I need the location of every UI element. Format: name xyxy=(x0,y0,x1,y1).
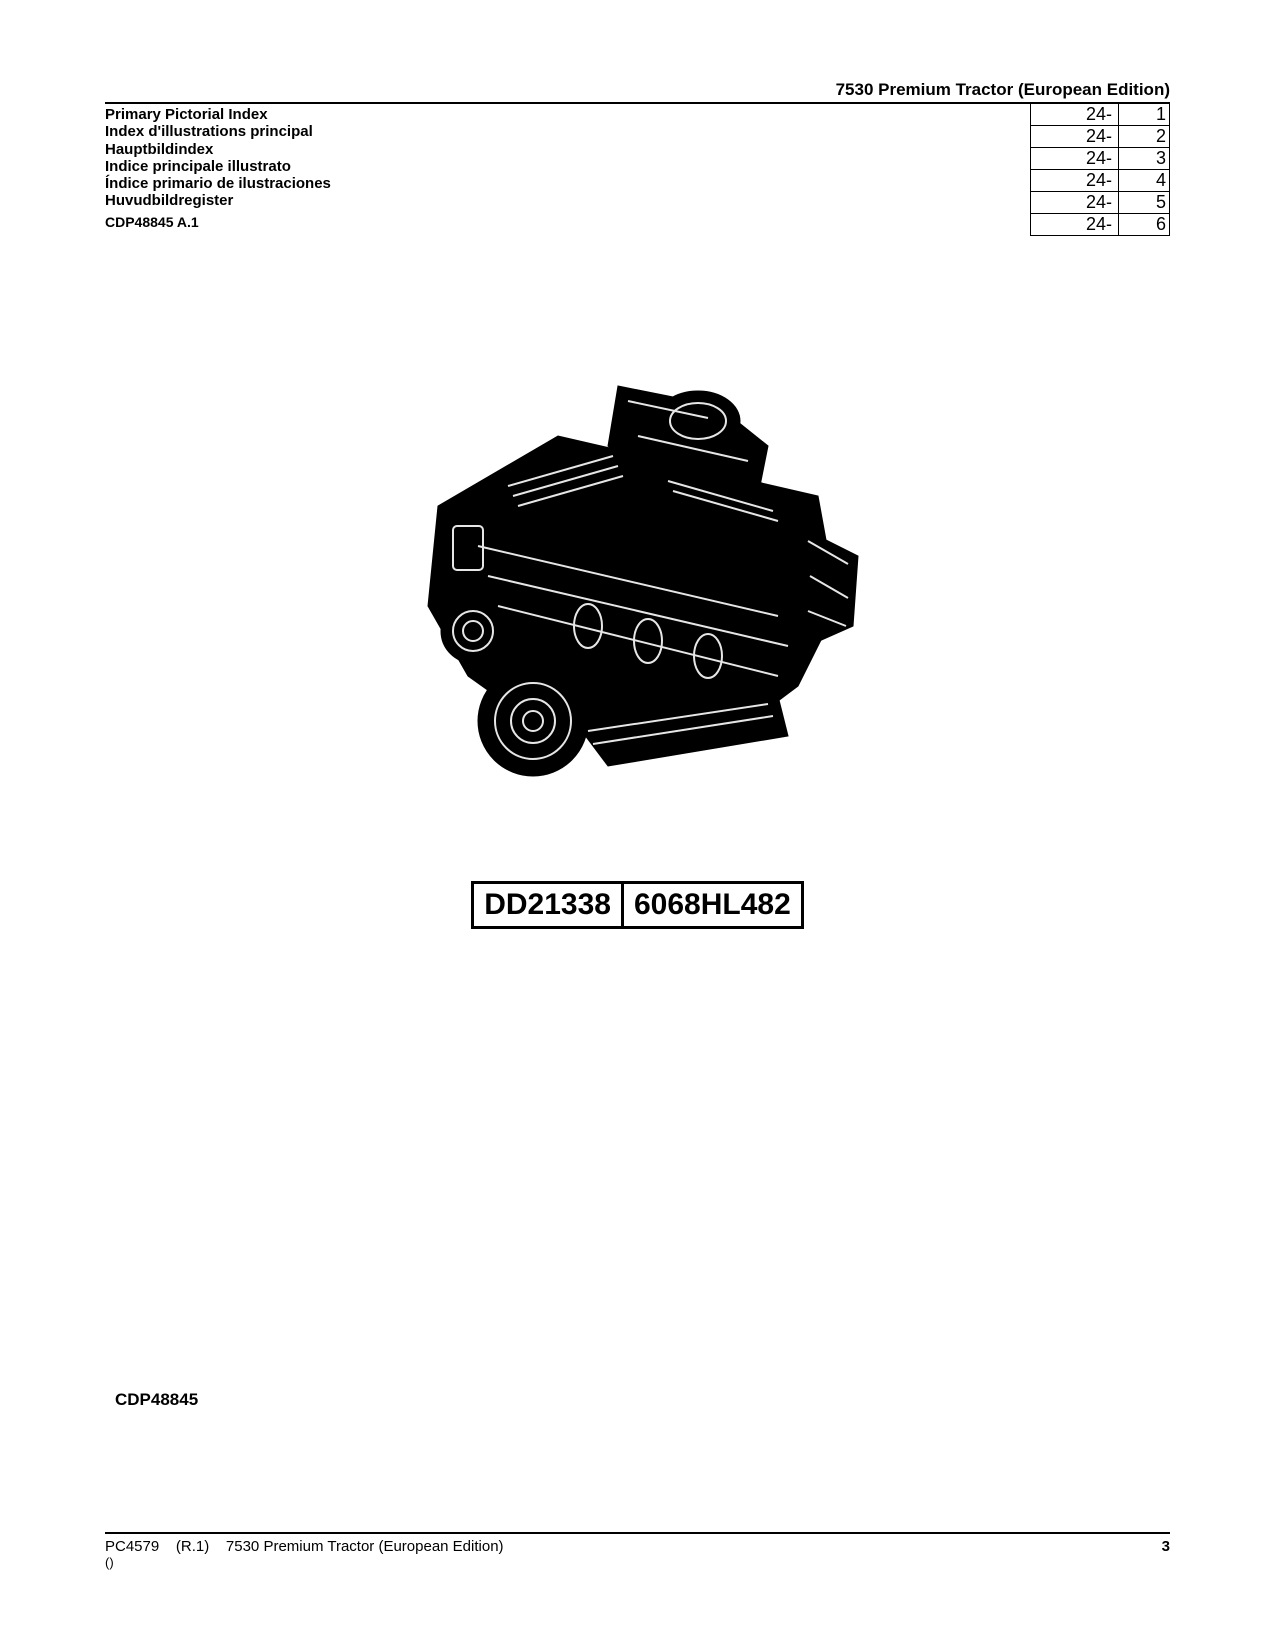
page-ref-table: 24- 1 24- 2 24- 3 24- 4 24- 5 24- 6 xyxy=(1030,104,1170,236)
index-title: Indice principale illustrato xyxy=(105,158,1030,175)
page-ref-section: 24- xyxy=(1031,214,1119,235)
index-title: Index d'illustrations principal xyxy=(105,123,1030,140)
page-ref-row: 24- 4 xyxy=(1031,170,1169,192)
part-label-right: 6068HL482 xyxy=(624,884,801,926)
page-ref-page: 4 xyxy=(1119,170,1169,191)
footer-catalog: PC4579 xyxy=(105,1538,159,1555)
footer-page-number: 3 xyxy=(1162,1538,1170,1570)
page-ref-row: 24- 1 xyxy=(1031,104,1169,126)
product-title: 7530 Premium Tractor (European Edition) xyxy=(105,80,1170,104)
page-ref-page: 2 xyxy=(1119,126,1169,147)
page-ref-row: 24- 2 xyxy=(1031,126,1169,148)
page-footer: PC4579 (R.1) 7530 Premium Tractor (Europ… xyxy=(105,1532,1170,1570)
page-ref-section: 24- xyxy=(1031,170,1119,191)
page-ref-section: 24- xyxy=(1031,148,1119,169)
doc-code: CDP48845 A.1 xyxy=(105,214,1030,230)
page-ref-page: 5 xyxy=(1119,192,1169,213)
index-titles-block: Primary Pictorial Index Index d'illustra… xyxy=(105,104,1030,236)
index-title: Primary Pictorial Index xyxy=(105,106,1030,123)
diagram-area: DD21338 6068HL482 xyxy=(105,326,1170,929)
part-label-left: DD21338 xyxy=(474,884,624,926)
part-label: DD21338 6068HL482 xyxy=(471,881,804,929)
index-title: Huvudbildregister xyxy=(105,192,1030,209)
page-ref-page: 6 xyxy=(1119,214,1169,235)
page-ref-row: 24- 5 xyxy=(1031,192,1169,214)
page-ref-row: 24- 6 xyxy=(1031,214,1169,236)
page-ref-section: 24- xyxy=(1031,192,1119,213)
footer-sub: () xyxy=(105,1555,1162,1570)
engine-illustration xyxy=(358,326,918,806)
bottom-code: CDP48845 xyxy=(115,1390,198,1410)
page-ref-section: 24- xyxy=(1031,126,1119,147)
index-title: Hauptbildindex xyxy=(105,141,1030,158)
part-label-box: DD21338 6068HL482 xyxy=(105,881,1170,929)
page-ref-page: 1 xyxy=(1119,104,1169,125)
header-row: Primary Pictorial Index Index d'illustra… xyxy=(105,104,1170,236)
footer-title: 7530 Premium Tractor (European Edition) xyxy=(226,1538,504,1555)
page-ref-page: 3 xyxy=(1119,148,1169,169)
page-ref-section: 24- xyxy=(1031,104,1119,125)
footer-revision: (R.1) xyxy=(176,1538,209,1555)
index-title: Índice primario de ilustraciones xyxy=(105,175,1030,192)
page-ref-row: 24- 3 xyxy=(1031,148,1169,170)
